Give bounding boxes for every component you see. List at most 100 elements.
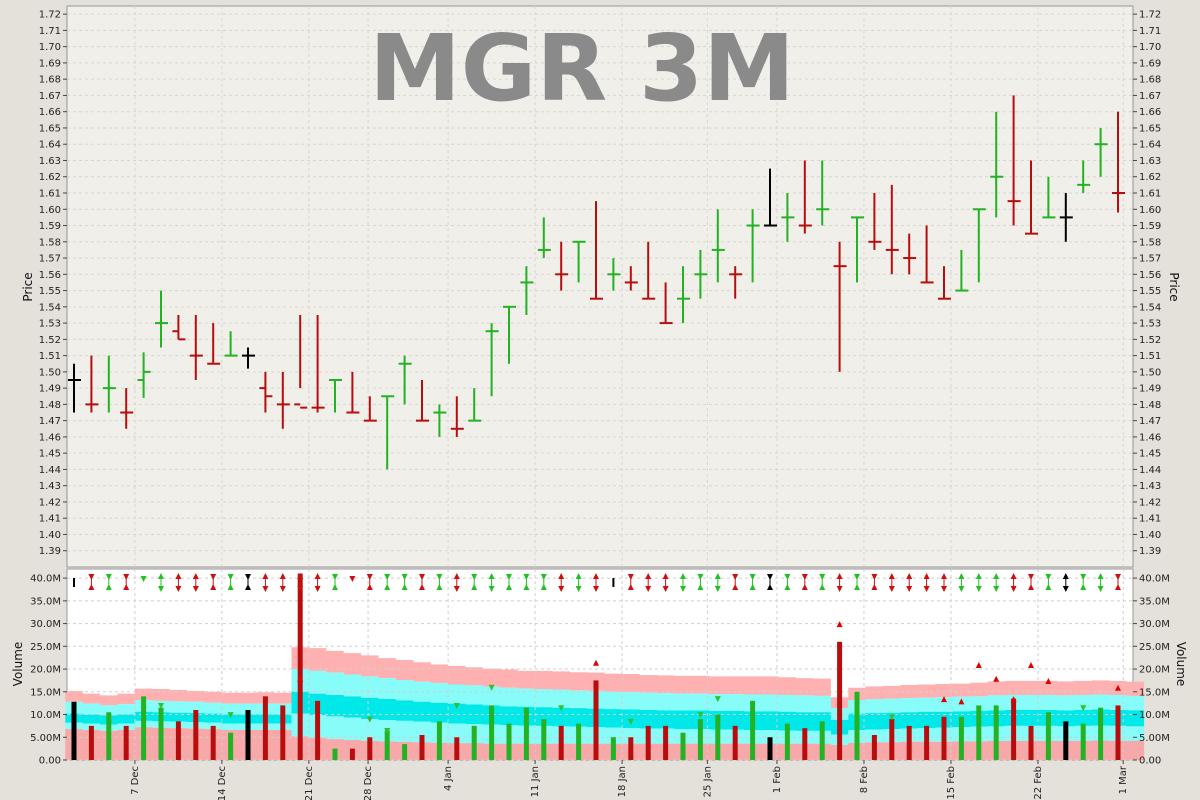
price-tick-label: 1.59 [1139, 221, 1161, 232]
price-tick-label: 1.44 [39, 465, 61, 476]
price-tick-label: 1.46 [39, 432, 61, 443]
top-signal-marker [314, 573, 321, 592]
ohlc-bar [833, 241, 847, 372]
top-signal-marker [941, 573, 947, 592]
volume-tick-label: 40.0M [30, 574, 61, 585]
price-tick-label: 1.72 [39, 10, 61, 21]
volume-bar [993, 705, 999, 760]
date-tick-label: 4 Jan [443, 766, 454, 791]
ohlc-bar [242, 347, 255, 369]
signal-down-arrow [558, 705, 565, 712]
volume-bar [280, 705, 286, 760]
price-tick-label: 1.55 [39, 286, 61, 297]
date-tick-label: 11 Jan [530, 766, 541, 797]
ohlc-bar [207, 323, 221, 365]
price-tick-label: 1.71 [39, 26, 61, 37]
ohlc-bar [938, 266, 951, 300]
volume-band-core [65, 691, 1145, 735]
volume-bar [1098, 707, 1104, 760]
top-signal-marker [1010, 573, 1017, 592]
volume-bar [610, 737, 616, 760]
date-tick-label: 8 Feb [859, 766, 870, 793]
volume-tick-label: 5.00M [1139, 733, 1170, 744]
volume-bar [367, 737, 373, 760]
volume-bar [402, 744, 408, 760]
volume-bar [471, 725, 477, 760]
date-tick-label: 28 Dec [363, 766, 374, 800]
volume-tick-label: 30.0M [30, 619, 61, 630]
date-tick-label: 1 Feb [772, 766, 783, 793]
date-tick-label: 7 Dec [130, 766, 141, 795]
price-tick-label: 1.58 [1139, 237, 1161, 248]
ohlc-bar [955, 249, 969, 292]
signal-up-arrow [993, 675, 1000, 682]
volume-bar [802, 728, 808, 760]
price-tick-label: 1.70 [1139, 42, 1161, 53]
ohlc-bar [503, 305, 516, 364]
ohlc-bar [137, 352, 151, 398]
volume-tick-label: 15.0M [30, 687, 61, 698]
ohlc-bar [990, 111, 1004, 218]
signal-up-arrow [1115, 684, 1121, 691]
signal-down-arrow [714, 696, 721, 703]
price-tick-label: 1.72 [1139, 10, 1161, 21]
volume-bar [924, 725, 930, 760]
price-tick-label: 1.51 [1139, 351, 1161, 362]
price-tick-label: 1.60 [1139, 205, 1161, 216]
volume-bar [697, 719, 703, 760]
ohlc-bar [398, 355, 412, 405]
top-signal-marker [923, 573, 930, 592]
volume-tick-label: 15.0M [1139, 687, 1170, 698]
volume-bar [628, 737, 634, 760]
volume-bar [645, 725, 651, 760]
volume-bar [906, 725, 912, 760]
volume-bar [854, 691, 860, 760]
volume-bar [123, 725, 129, 760]
ohlc-bar [1112, 111, 1125, 213]
ohlc-bar [520, 266, 534, 315]
top-signal-marker [662, 573, 669, 592]
ohlc-bar [346, 371, 360, 414]
ohlc-bar [1059, 193, 1073, 242]
top-signal-marker [680, 573, 686, 592]
volume-bar [489, 705, 495, 760]
ohlc-bar [590, 201, 603, 300]
volume-bar [541, 719, 547, 760]
price-tick-label: 1.41 [39, 514, 61, 525]
date-axis: 7 Dec 14 Dec 21 Dec 28 Dec 4 Jan 11 Jan 18 Jan… [130, 760, 1129, 800]
signal-down-arrow [888, 714, 895, 721]
price-tick-label: 1.47 [1139, 416, 1161, 427]
price-tick-label: 1.67 [39, 91, 61, 102]
ohlc-bar [607, 258, 621, 291]
price-tick-label: 1.71 [1139, 26, 1161, 37]
signal-down-arrow [227, 712, 234, 719]
top-signal-marker [175, 573, 182, 592]
price-tick-label: 1.52 [39, 335, 61, 346]
ohlc-bar [468, 388, 482, 422]
volume-bar [349, 748, 355, 760]
price-tick-label: 1.61 [39, 189, 61, 200]
price-tick-label: 1.69 [39, 58, 61, 69]
ohlc-bar [711, 209, 725, 283]
volume-bar [976, 705, 982, 760]
price-tick-label: 1.50 [39, 367, 61, 378]
volume-tick-label: 30.0M [1139, 619, 1170, 630]
top-signal-marker [140, 576, 147, 582]
price-tick-label: 1.45 [1139, 449, 1161, 460]
ohlc-bar [572, 240, 586, 283]
ohlc-bar [416, 380, 429, 422]
ohlc-bar [1025, 160, 1038, 235]
volume-bar [871, 734, 877, 760]
price-tick-label: 1.51 [39, 351, 61, 362]
price-tick-label: 1.43 [39, 481, 61, 492]
volume-tick-label: 10.0M [30, 710, 61, 721]
ohlc-bar [224, 331, 238, 357]
volume-tick-label: 20.0M [30, 665, 61, 676]
volume-bar [819, 721, 825, 760]
ohlc-bar [694, 249, 708, 299]
volume-tick-label: 40.0M [1139, 574, 1170, 585]
price-axis-title-left: Price [21, 272, 35, 301]
price-tick-label: 1.39 [39, 546, 61, 557]
volume-bar [175, 721, 181, 760]
ohlc-bar [189, 314, 203, 380]
